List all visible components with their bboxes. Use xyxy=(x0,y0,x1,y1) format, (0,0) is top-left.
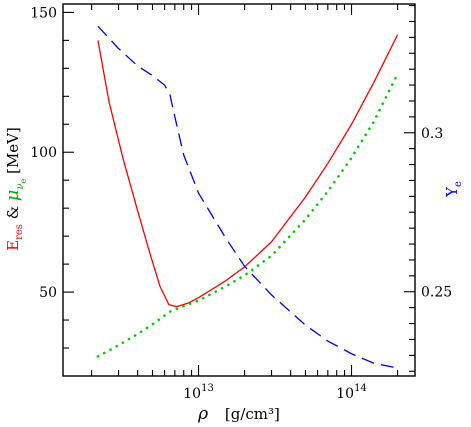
series-line-2 xyxy=(96,72,399,358)
series-line-1 xyxy=(97,34,399,308)
y-left-tick-label: 50 xyxy=(39,285,57,301)
y-left-tick-label: 100 xyxy=(30,145,57,161)
tick-marks xyxy=(63,4,415,376)
y-left-nu: ν xyxy=(15,183,26,189)
x-axis-units: [g/cm³] xyxy=(225,405,280,423)
y-right-axis-title: Ye xyxy=(443,181,464,198)
y-right-tick-label: 0.3 xyxy=(421,126,443,142)
series-line-3 xyxy=(97,25,398,369)
y-left-e-sub: res xyxy=(14,224,25,240)
y-right-tick-label: 0.25 xyxy=(421,285,452,301)
plot-frame xyxy=(62,3,416,377)
x-tick-base: 10 xyxy=(183,386,201,402)
y-left-amp: & xyxy=(4,201,22,224)
y-left-nu-sub: e xyxy=(19,178,28,183)
y-left-axis-title: Eres & μνe [MeV] xyxy=(2,127,28,251)
y-left-tick-label: 150 xyxy=(30,5,57,21)
y-left-mu: μ xyxy=(2,189,23,201)
x-tick-base: 10 xyxy=(336,386,354,402)
y-right-y: Y xyxy=(443,186,461,198)
x-tick-exponent: 13 xyxy=(201,383,214,394)
x-tick-label: 1014 xyxy=(336,383,367,402)
y-left-units: [MeV] xyxy=(4,127,22,179)
x-axis-rho: ρ xyxy=(197,404,208,424)
x-tick-label: 1013 xyxy=(183,383,214,402)
x-axis-title: ρ [g/cm³] xyxy=(197,404,280,424)
y-left-e: E xyxy=(4,240,22,251)
x-tick-exponent: 14 xyxy=(354,383,367,394)
data-series xyxy=(96,25,399,369)
y-right-sub: e xyxy=(453,181,464,187)
